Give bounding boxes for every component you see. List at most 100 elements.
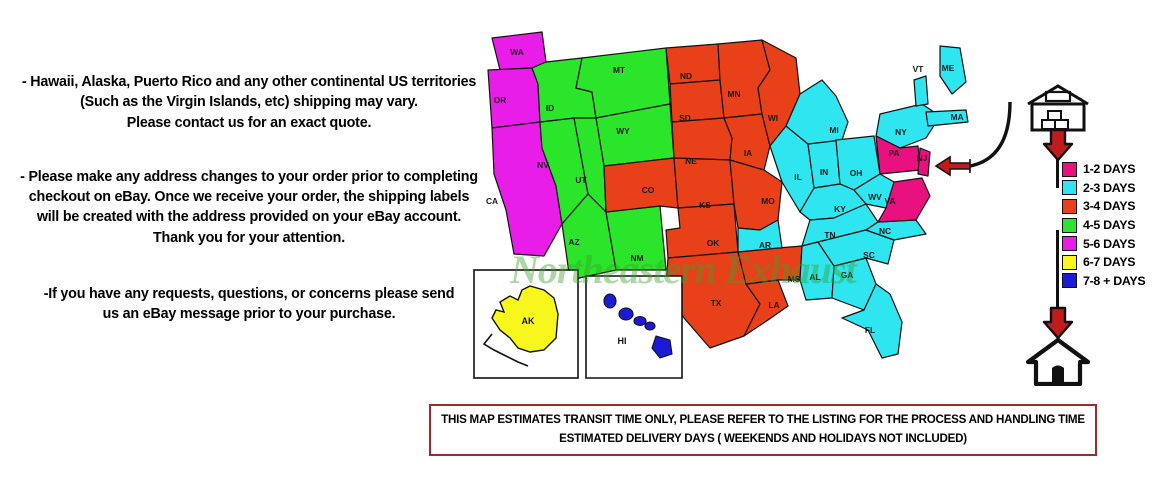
warehouse-icon [1027,84,1089,132]
state-label-or: OR [494,95,507,105]
legend-row: 3-4 DAYS [1062,197,1162,216]
legend-label: 5-6 DAYS [1083,236,1136,251]
state-label-fl: FL [865,325,875,335]
state-label-la: LA [768,300,779,310]
state-label-ok: OK [707,238,720,248]
state-label-id: ID [546,103,554,113]
disclaimer-line: ESTIMATED DELIVERY DAYS ( WEEKENDS AND H… [559,432,967,445]
state-in [807,139,841,189]
hawaii-island-shape [618,307,634,321]
state-label-ky: KY [834,204,846,214]
state-ar [737,219,783,253]
state-nd [665,43,721,85]
note-line: us an eBay message prior to your purchas… [102,306,396,323]
legend-row: 4-5 DAYS [1062,216,1162,235]
red-down-arrow-icon [1042,128,1074,162]
state-ne [671,117,733,161]
state-label-tn: TN [824,230,835,240]
note-line: (Such as the Virgin Islands, etc) shippi… [80,94,418,111]
flow-line-lower [1056,230,1059,312]
state-vt [913,75,929,107]
state-label-sd: SD [679,113,691,123]
state-label-al: AL [809,272,820,282]
state-ma [925,109,969,127]
state-label-oh: OH [850,168,863,178]
state-fl [841,283,903,359]
red-down-arrow-icon [1042,306,1074,340]
note-line: Please contact us for an exact quote. [126,114,372,131]
hawaii-island-shape [651,335,673,359]
state-label-wv: WV [868,192,882,202]
state-label-wy: WY [616,126,630,136]
state-label-me: ME [942,63,955,73]
note-line: - Hawaii, Alaska, Puerto Rico and any ot… [21,74,477,90]
state-label-mn: MN [727,89,740,99]
state-mo [729,159,783,231]
contact-note: -If you have any requests, questions, or… [8,284,490,325]
note-line: will be created with the address provide… [36,209,462,226]
state-co [603,157,679,213]
legend-color-swatch [1062,161,1077,177]
state-label-ar: AR [759,240,771,250]
legend-color-swatch [1062,236,1077,252]
state-label-mo: MO [761,196,775,206]
state-label-ks: KS [699,200,711,210]
note-line: Thank you for your attention. [153,229,345,246]
legend-color-swatch [1062,254,1077,270]
curved-arrow-to-new-jersey-icon [934,101,1012,177]
hawaii-island-shape [603,293,617,309]
state-nj [917,147,931,177]
state-label-ms: MS [788,274,801,284]
state-label-nj: NJ [917,153,928,163]
state-mi [785,79,849,145]
transit-time-legend: 1-2 DAYS 2-3 DAYS 3-4 DAYS 4-5 DAYS 5-6 DAYS… [1062,160,1162,290]
home-icon [1026,338,1090,386]
state-label-ia: IA [744,148,752,158]
state-label-nv: NV [537,160,549,170]
legend-row: 1-2 DAYS [1062,160,1162,179]
legend-color-swatch [1062,180,1077,196]
legend-row: 7-8 + DAYS [1062,272,1162,291]
disclaimer-box: THIS MAP ESTIMATES TRANSIT TIME ONLY, PL… [429,404,1097,456]
state-label-ne: NE [685,156,697,166]
disclaimer-line: THIS MAP ESTIMATES TRANSIT TIME ONLY, PL… [441,413,1085,427]
state-label-wi: WI [768,113,778,123]
note-line: - Please make any address changes to you… [20,168,478,185]
hawaii-label: HI [618,336,627,346]
shipping-variance-note: - Hawaii, Alaska, Puerto Rico and any ot… [8,72,490,133]
legend-label: 3-4 DAYS [1083,199,1136,214]
state-label-ma: MA [950,112,963,122]
note-line: checkout on eBay. Once we receive your o… [28,189,470,206]
state-label-vt: VT [913,64,925,74]
state-label-va: VA [884,196,895,206]
state-ok [665,203,739,259]
hawaii-island-shape [633,315,647,327]
shipping-notes-panel: - Hawaii, Alaska, Puerto Rico and any ot… [8,72,490,325]
alaska-label: AK [522,316,535,326]
note-line: -If you have any requests, questions, or… [43,286,455,303]
state-me [939,45,967,95]
hawaii-island-shape [644,321,656,331]
state-label-ga: GA [841,270,854,280]
state-label-co: CO [642,185,655,195]
legend-color-swatch [1062,217,1077,233]
legend-color-swatch [1062,198,1077,214]
alaska-inset: AK [473,269,579,379]
state-sd [669,79,725,123]
legend-row: 6-7 DAYS [1062,253,1162,272]
legend-label: 6-7 DAYS [1083,255,1136,270]
legend-label: 2-3 DAYS [1083,180,1136,195]
legend-label: 4-5 DAYS [1083,218,1136,233]
state-label-sc: SC [863,250,875,260]
state-label-nm: NM [630,253,643,263]
legend-label: 7-8 + DAYS [1083,273,1146,288]
address-change-note: - Please make any address changes to you… [8,167,490,248]
state-label-il: IL [794,172,801,182]
us-transit-time-map: WA OR CA NV ID MT WY UT AZ NM CO ND SD NE KS OK TX MN IA MO… [470,18,1030,398]
state-label-in: IN [820,167,828,177]
flow-line-upper [1056,156,1059,188]
alaska-shape [491,285,559,353]
state-label-nc: NC [879,226,891,236]
legend-row: 5-6 DAYS [1062,234,1162,253]
state-label-wa: WA [510,47,524,57]
